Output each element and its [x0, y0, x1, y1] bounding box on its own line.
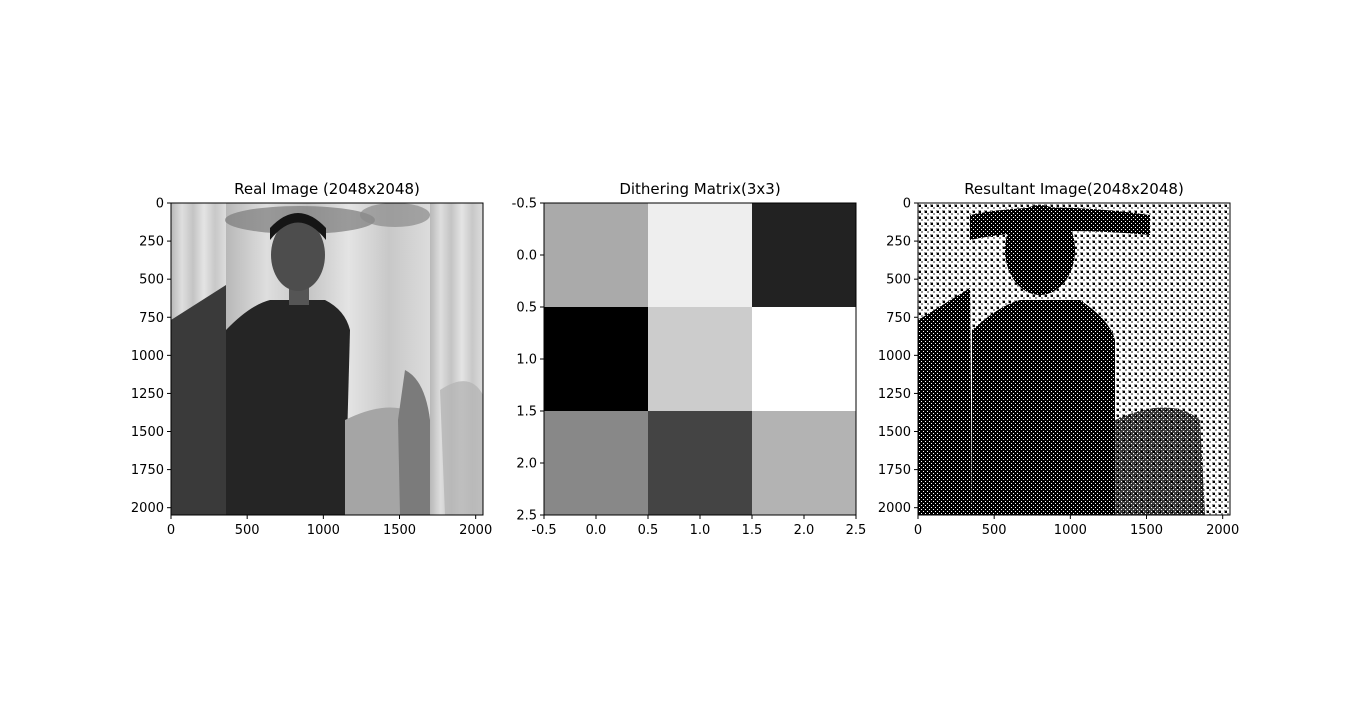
x-tick-label: 1.0: [690, 523, 711, 538]
x-tick-label: 1500: [383, 523, 416, 538]
y-tick-label: 1250: [878, 387, 911, 402]
y-tick-label: 0.0: [516, 249, 537, 264]
heatmap-cell: [544, 307, 648, 411]
panel-title: Real Image (2048x2048): [234, 180, 420, 198]
heatmap-cell: [648, 411, 752, 515]
heatmap-cell: [752, 307, 856, 411]
x-tick-label: 0: [914, 523, 922, 538]
y-tick-label: 0: [903, 197, 911, 212]
y-tick-label: 1750: [878, 463, 911, 478]
y-tick-label: 500: [139, 273, 164, 288]
x-tick-label: 0.5: [638, 523, 659, 538]
y-tick-label: 2000: [878, 501, 911, 516]
y-tick-label: 750: [886, 311, 911, 326]
heatmap-cell: [648, 307, 752, 411]
y-tick-label: 1750: [131, 463, 164, 478]
heatmap-cell: [544, 411, 648, 515]
x-tick-label: 0: [167, 523, 175, 538]
x-tick-label: 2.5: [846, 523, 867, 538]
y-tick-label: 2.0: [516, 457, 537, 472]
x-tick-label: 500: [235, 523, 260, 538]
y-tick-label: 2000: [131, 501, 164, 516]
heatmap-cell: [544, 203, 648, 307]
y-tick-label: 250: [139, 235, 164, 250]
y-tick-label: 1.0: [516, 353, 537, 368]
y-tick-label: 2.5: [516, 509, 537, 524]
real-image-photo: [171, 203, 483, 515]
dithering-matrix-panel: Dithering Matrix(3x3) -0.5 0.0 0.5 1.0 1.5 2.…: [512, 180, 867, 538]
panel-title: Resultant Image(2048x2048): [964, 180, 1184, 198]
x-tick-label: 500: [982, 523, 1007, 538]
heatmap-cells: [544, 203, 856, 515]
y-tick-label: -0.5: [512, 197, 537, 212]
y-tick-label: 1000: [878, 349, 911, 364]
heatmap-cell: [648, 203, 752, 307]
y-tick-label: 750: [139, 311, 164, 326]
x-tick-label: 0.0: [586, 523, 607, 538]
panel-title: Dithering Matrix(3x3): [619, 180, 780, 198]
heatmap-cell: [752, 411, 856, 515]
y-tick-label: 1500: [878, 425, 911, 440]
axes-frame: [170, 202, 484, 516]
axes-ticks: 0 500 1000 1500 2000025050075010001250150017…: [131, 197, 492, 539]
y-tick-label: 1.5: [516, 405, 537, 420]
y-tick-label: 1250: [131, 387, 164, 402]
resultant-image-dither: [918, 203, 1230, 515]
real-image-panel: Real Image (2048x2048) 0 500 1000 1500 20000…: [131, 180, 492, 538]
resultant-image-panel: Resultant Image(2048x2048) 0 500 1000 1500 2…: [878, 180, 1239, 538]
y-tick-label: 500: [886, 273, 911, 288]
x-tick-label: 2.0: [794, 523, 815, 538]
y-tick-label: 1000: [131, 349, 164, 364]
y-tick-label: 1500: [131, 425, 164, 440]
y-tick-label: 250: [886, 235, 911, 250]
y-tick-label: 0.5: [516, 301, 537, 316]
axes-ticks: 0 500 1000 1500 2000025050075010001250150017…: [878, 197, 1239, 539]
axes-ticks: -0.5 0.0 0.5 1.0 1.5 2.0 2.5-0.50.00.51.01.52.…: [512, 197, 867, 539]
x-tick-label: 1000: [307, 523, 340, 538]
x-tick-label: -0.5: [531, 523, 556, 538]
axes-frame: [917, 202, 1231, 516]
x-tick-label: 1500: [1130, 523, 1163, 538]
x-tick-label: 1000: [1054, 523, 1087, 538]
y-tick-label: 0: [156, 197, 164, 212]
x-tick-label: 2000: [459, 523, 492, 538]
heatmap-cell: [752, 203, 856, 307]
x-tick-label: 2000: [1206, 523, 1239, 538]
x-tick-label: 1.5: [742, 523, 763, 538]
